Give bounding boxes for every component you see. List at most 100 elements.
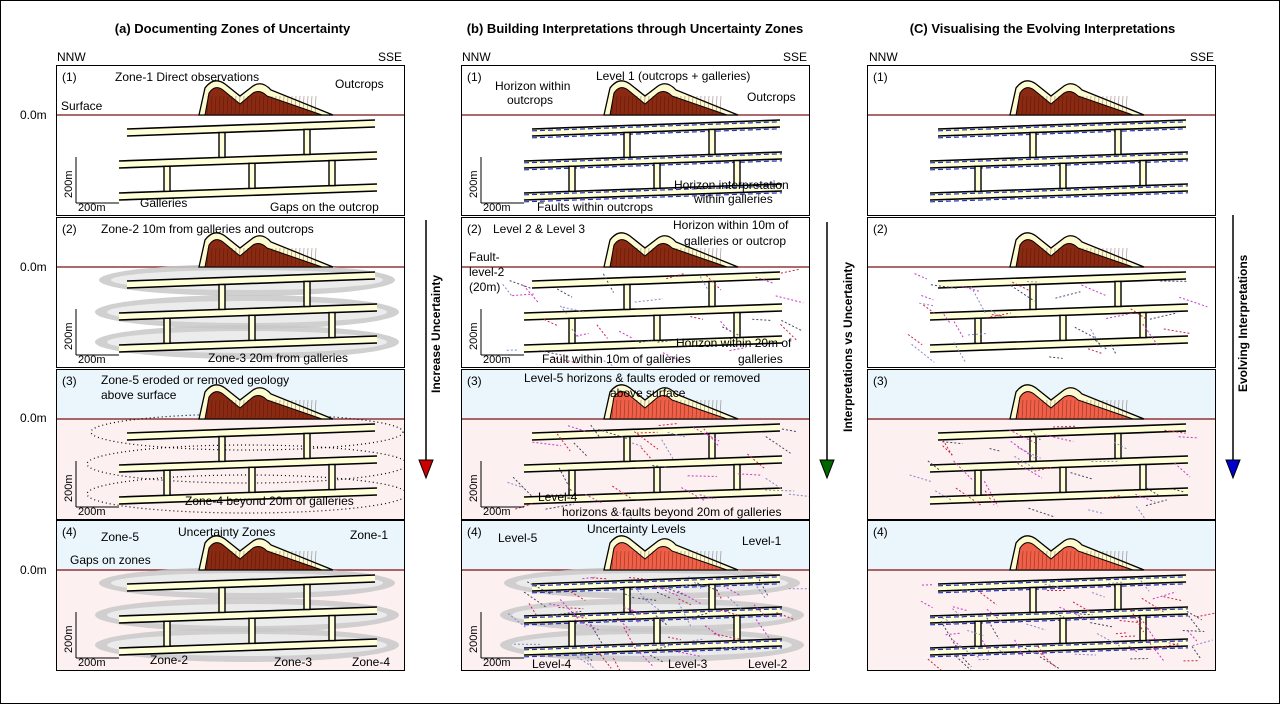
label-fault-level2-1: Fault- bbox=[469, 250, 500, 264]
label-gaps-outcrop: Gaps on the outcrop bbox=[270, 200, 379, 214]
label-level5-1: Level-5 horizons & faults eroded or remo… bbox=[524, 371, 761, 385]
label-gaps-zones: Gaps on zones bbox=[70, 553, 151, 567]
scale-bar-horizontal: 200m bbox=[483, 657, 511, 669]
label-fault-10m: Fault within 10m of galleries bbox=[542, 352, 691, 366]
depth-label-4: 0.0m bbox=[20, 563, 47, 577]
label-h10-2: galleries or outcrop bbox=[684, 234, 787, 248]
panel-a-2: (2) 200m 200m bbox=[56, 217, 405, 368]
arrow-evolving-interpretations bbox=[1225, 215, 1241, 480]
panel-drawing-a-3 bbox=[57, 370, 404, 519]
label-horizon-interp-2: within galleries bbox=[694, 192, 773, 206]
panel-drawing-a-2 bbox=[57, 232, 404, 359]
label-zone5-p4: Zone-5 bbox=[101, 530, 140, 544]
panel-number: (3) bbox=[62, 374, 77, 388]
column-title-a: (a) Documenting Zones of Uncertainty bbox=[114, 21, 351, 36]
label-faults-outcrops: Faults within outcrops bbox=[537, 200, 654, 214]
panel-b-2: (2) 200m 200m bbox=[461, 217, 810, 368]
label-fault-level2-2: level-2 bbox=[469, 265, 505, 279]
label-zone5-line1: Zone-5 eroded or removed geology bbox=[101, 373, 290, 387]
panel-drawing-b-2 bbox=[462, 232, 809, 366]
label-zone2-p4: Zone-2 bbox=[150, 653, 189, 667]
label-level2-p4: Level-2 bbox=[748, 657, 788, 671]
label-zone4-beyond: Zone-4 beyond 20m of galleries bbox=[185, 494, 354, 508]
depth-label-3: 0.0m bbox=[20, 411, 47, 425]
scale-bar-horizontal: 200m bbox=[483, 354, 511, 366]
panel-number: (4) bbox=[467, 525, 482, 539]
panel-c-1: (1) bbox=[867, 65, 1216, 216]
direction-sse-a: SSE bbox=[378, 50, 403, 64]
arrow-label-interpretations-vs-uncertainty: Interpretations vs Uncertainty bbox=[841, 261, 855, 432]
arrow-label-increase-uncertainty: Increase Uncertainty bbox=[429, 274, 443, 393]
panel-number: (3) bbox=[873, 374, 888, 388]
label-uncertainty-levels: Uncertainty Levels bbox=[587, 522, 686, 536]
arrow-increase-uncertainty bbox=[418, 220, 434, 480]
label-outcrops-b: Outcrops bbox=[747, 90, 796, 104]
depth-label-1: 0.0m bbox=[20, 108, 47, 122]
label-zone1-direct: Zone-1 Direct observations bbox=[115, 70, 260, 84]
direction-nnw-a: NNW bbox=[57, 50, 86, 64]
arrow-interpretations-vs-uncertainty bbox=[819, 222, 835, 480]
label-level4-p4: Level-4 bbox=[532, 657, 572, 671]
panel-number: (4) bbox=[62, 525, 77, 539]
panel-b-3: (3) 200m 200m bbox=[461, 369, 810, 520]
label-zone1-p4: Zone-1 bbox=[350, 528, 389, 542]
direction-nnw-b: NNW bbox=[462, 50, 491, 64]
panel-b-1: (1) 200m 200m bbox=[461, 65, 810, 216]
panel-number: (4) bbox=[873, 525, 888, 539]
label-level5-p4: Level-5 bbox=[498, 531, 538, 545]
label-surface: Surface bbox=[61, 99, 103, 113]
panel-c-4: (4) bbox=[867, 520, 1216, 671]
panel-a-3: (3) 200m 200m bbox=[56, 369, 405, 520]
panel-number: (1) bbox=[467, 70, 482, 84]
label-horizon-outcrops-2: outcrops bbox=[507, 93, 554, 107]
panel-number: (2) bbox=[62, 222, 77, 236]
label-zone4-p4: Zone-4 bbox=[352, 655, 391, 669]
panel-drawing-b-3 bbox=[462, 370, 809, 519]
label-zone3-p4: Zone-3 bbox=[274, 655, 313, 669]
label-zone3: Zone-3 20m from galleries bbox=[208, 351, 349, 365]
panel-drawing-a-4 bbox=[57, 521, 404, 670]
scale-bar-horizontal: 200m bbox=[78, 506, 106, 518]
panel-c-2: (2) bbox=[867, 217, 1216, 368]
label-galleries: Galleries bbox=[140, 196, 188, 210]
panel-drawing-c-1 bbox=[868, 80, 1215, 203]
label-horizon-interp-1: Horizon interpretation bbox=[674, 178, 789, 192]
panel-drawing-b-1 bbox=[462, 80, 809, 204]
label-level2-3: Level 2 & Level 3 bbox=[493, 222, 586, 236]
label-level4-2: horizons & faults beyond 20m of gallerie… bbox=[562, 505, 782, 519]
label-uncertainty-zones: Uncertainty Zones bbox=[178, 525, 276, 539]
panel-drawing-c-2 bbox=[868, 232, 1215, 363]
panel-number: (1) bbox=[62, 70, 77, 84]
panel-c-3: (3) bbox=[867, 369, 1216, 520]
arrow-label-evolving-interpretations: Evolving Interpretations bbox=[1236, 254, 1250, 392]
panel-a-1: (1) 200m 200m bbox=[56, 65, 405, 216]
label-fault-level2-3: (20m) bbox=[469, 280, 501, 294]
label-h20-2: galleries bbox=[738, 352, 783, 366]
label-level4-1: Level-4 bbox=[538, 490, 578, 504]
panel-drawing-a-1 bbox=[57, 80, 404, 204]
direction-sse-c: SSE bbox=[1190, 50, 1215, 64]
panel-number: (2) bbox=[467, 222, 482, 236]
panel-drawing-c-4 bbox=[868, 521, 1215, 670]
panel-a-4: (4) 200m 200m bbox=[56, 520, 405, 671]
scale-bar-horizontal: 200m bbox=[78, 202, 106, 214]
panel-drawing-c-3 bbox=[868, 370, 1215, 519]
scale-bar-horizontal: 200m bbox=[483, 506, 511, 518]
scale-bar-horizontal: 200m bbox=[78, 354, 106, 366]
label-outcrops-a: Outcrops bbox=[335, 77, 384, 91]
label-zone5-line2: above surface bbox=[101, 388, 177, 402]
label-h20-1: Horizon within 20m of bbox=[676, 336, 792, 350]
direction-nnw-c: NNW bbox=[869, 50, 898, 64]
column-title-c: (C) Visualising the Evolving Interpretat… bbox=[909, 21, 1176, 36]
label-level1: Level 1 (outcrops + galleries) bbox=[596, 69, 751, 83]
label-zone2: Zone-2 10m from galleries and outcrops bbox=[101, 222, 314, 236]
label-level5-2: above surface bbox=[610, 386, 686, 400]
panel-drawing-b-4 bbox=[462, 521, 809, 670]
panel-b-4: (4) 200m 200m bbox=[461, 520, 810, 671]
label-level3-p4: Level-3 bbox=[668, 657, 708, 671]
label-horizon-outcrops-1: Horizon within bbox=[495, 79, 571, 93]
depth-label-2: 0.0m bbox=[20, 260, 47, 274]
column-title-b: (b) Building Interpretations through Unc… bbox=[466, 21, 804, 36]
